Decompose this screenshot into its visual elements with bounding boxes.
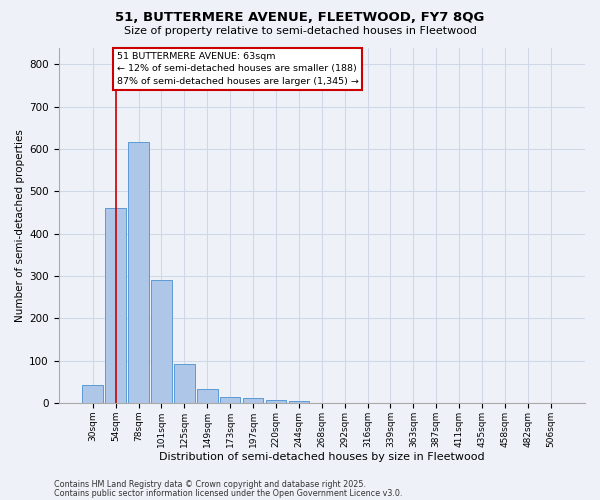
Bar	[197, 389, 218, 403]
Bar	[243, 398, 263, 403]
Bar	[82, 385, 103, 403]
Text: 51, BUTTERMERE AVENUE, FLEETWOOD, FY7 8QG: 51, BUTTERMERE AVENUE, FLEETWOOD, FY7 8Q…	[115, 11, 485, 24]
Text: Contains public sector information licensed under the Open Government Licence v3: Contains public sector information licen…	[54, 489, 403, 498]
Bar	[106, 208, 126, 403]
Text: Size of property relative to semi-detached houses in Fleetwood: Size of property relative to semi-detach…	[124, 26, 476, 36]
X-axis label: Distribution of semi-detached houses by size in Fleetwood: Distribution of semi-detached houses by …	[159, 452, 485, 462]
Text: 51 BUTTERMERE AVENUE: 63sqm
← 12% of semi-detached houses are smaller (188)
87% : 51 BUTTERMERE AVENUE: 63sqm ← 12% of sem…	[117, 52, 359, 86]
Bar	[128, 142, 149, 403]
Bar	[174, 364, 194, 403]
Bar	[151, 280, 172, 403]
Y-axis label: Number of semi-detached properties: Number of semi-detached properties	[15, 129, 25, 322]
Bar	[289, 401, 309, 403]
Bar	[220, 396, 241, 403]
Text: Contains HM Land Registry data © Crown copyright and database right 2025.: Contains HM Land Registry data © Crown c…	[54, 480, 366, 489]
Bar	[266, 400, 286, 403]
